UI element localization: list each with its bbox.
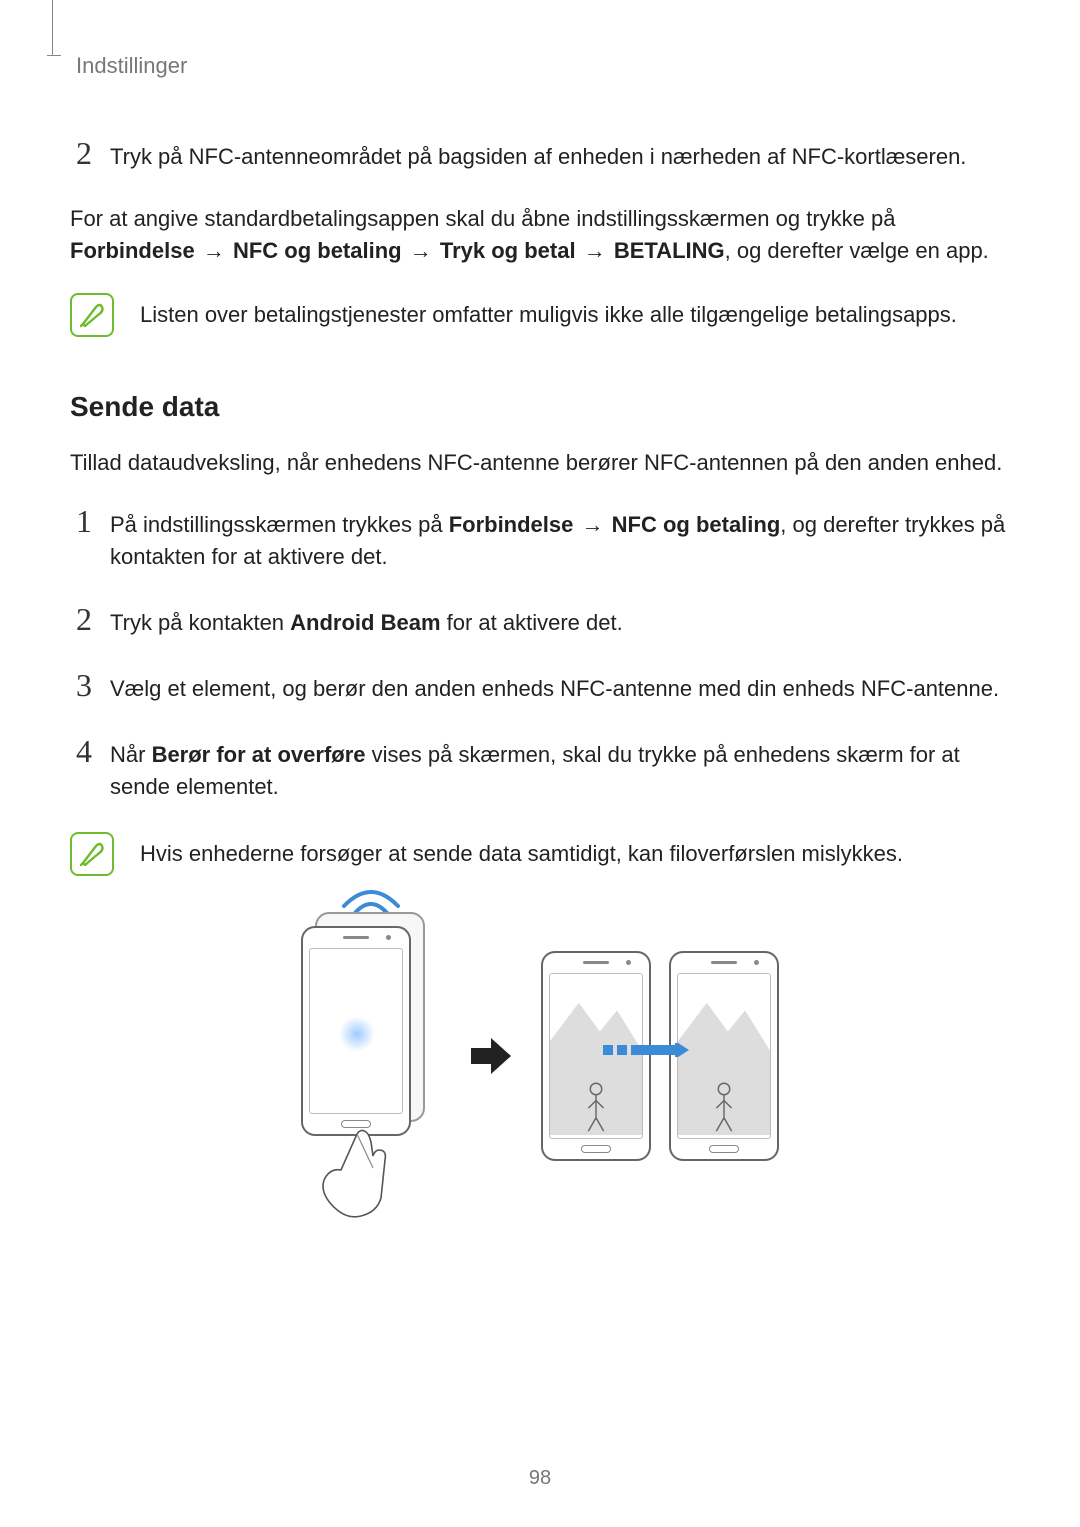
step-number: 2 — [70, 603, 92, 635]
step-text-part: På indstillingsskærmen trykkes på — [110, 512, 449, 537]
step-number: 4 — [70, 735, 92, 767]
numbered-step: 3 Vælg et element, og berør den anden en… — [70, 669, 1010, 705]
section-heading: Sende data — [70, 387, 1010, 428]
step-text: Vælg et element, og berør den anden enhe… — [110, 669, 1010, 705]
hand-icon — [311, 1120, 421, 1239]
leaf-pen-icon — [78, 840, 106, 868]
step-text-part: Når — [110, 742, 152, 767]
numbered-step: 1 På indstillingsskærmen trykkes på Forb… — [70, 505, 1010, 573]
numbered-step: 2 Tryk på kontakten Android Beam for at … — [70, 603, 1010, 639]
phone-source-group — [301, 926, 441, 1186]
page-number: 98 — [0, 1464, 1080, 1493]
phone-target-group — [541, 951, 779, 1161]
step-number: 2 — [70, 137, 92, 169]
step-text: Tryk på NFC-antenneområdet på bagsiden a… — [110, 137, 1010, 173]
path-part: BETALING — [614, 238, 725, 263]
figure-inner — [301, 926, 779, 1186]
step-text: På indstillingsskærmen trykkes på Forbin… — [110, 505, 1010, 573]
step-bold: NFC og betaling — [612, 512, 781, 537]
arrow-icon: → — [201, 235, 227, 267]
page-content: Indstillinger 2 Tryk på NFC-antenneområd… — [0, 0, 1080, 1186]
step-number: 1 — [70, 505, 92, 537]
note-block: Listen over betalingstjenester omfatter … — [70, 293, 1010, 337]
arrow-icon: → — [580, 509, 606, 541]
arrow-icon: → — [408, 235, 434, 267]
step-text-part: Tryk på kontakten — [110, 610, 290, 635]
para-tail: , og derefter vælge en app. — [725, 238, 989, 263]
step-text: Tryk på kontakten Android Beam for at ak… — [110, 603, 1010, 639]
note-text: Listen over betalingstjenester omfatter … — [140, 293, 1010, 331]
numbered-step: 4 Når Berør for at overføre vises på skæ… — [70, 735, 1010, 803]
beam-figure — [70, 926, 1010, 1186]
step-number: 3 — [70, 669, 92, 701]
leaf-pen-icon — [78, 301, 106, 329]
step-bold: Forbindelse — [449, 512, 574, 537]
path-part: Tryk og betal — [440, 238, 576, 263]
path-part: NFC og betaling — [233, 238, 402, 263]
note-icon — [70, 832, 114, 876]
default-app-paragraph: For at angive standardbetalingsappen ska… — [70, 203, 1010, 267]
note-text: Hvis enhederne forsøger at sende data sa… — [140, 832, 1010, 870]
note-icon — [70, 293, 114, 337]
para-lead: For at angive standardbetalingsappen ska… — [70, 206, 895, 231]
note-block: Hvis enhederne forsøger at sende data sa… — [70, 832, 1010, 876]
transfer-progress-icon — [603, 1043, 689, 1057]
numbered-step: 2 Tryk på NFC-antenneområdet på bagsiden… — [70, 137, 1010, 173]
photo-icon — [678, 974, 770, 1135]
transfer-arrow-icon — [469, 1036, 513, 1076]
path-part: Forbindelse — [70, 238, 195, 263]
section-intro: Tillad dataudveksling, når enhedens NFC-… — [70, 447, 1010, 479]
corner-mark — [47, 0, 53, 56]
step-bold: Android Beam — [290, 610, 440, 635]
arrow-icon: → — [582, 235, 608, 267]
phone-front-icon — [301, 926, 411, 1136]
step-text-part: for at aktivere det. — [441, 610, 623, 635]
step-text: Når Berør for at overføre vises på skærm… — [110, 735, 1010, 803]
breadcrumb: Indstillinger — [76, 50, 1010, 82]
step-bold: Berør for at overføre — [152, 742, 366, 767]
